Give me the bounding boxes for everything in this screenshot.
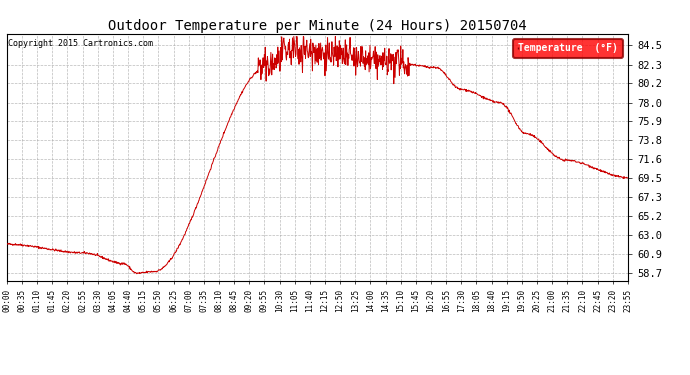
Legend: Temperature  (°F): Temperature (°F) bbox=[513, 39, 623, 58]
Text: Copyright 2015 Cartronics.com: Copyright 2015 Cartronics.com bbox=[8, 39, 152, 48]
Title: Outdoor Temperature per Minute (24 Hours) 20150704: Outdoor Temperature per Minute (24 Hours… bbox=[108, 19, 526, 33]
